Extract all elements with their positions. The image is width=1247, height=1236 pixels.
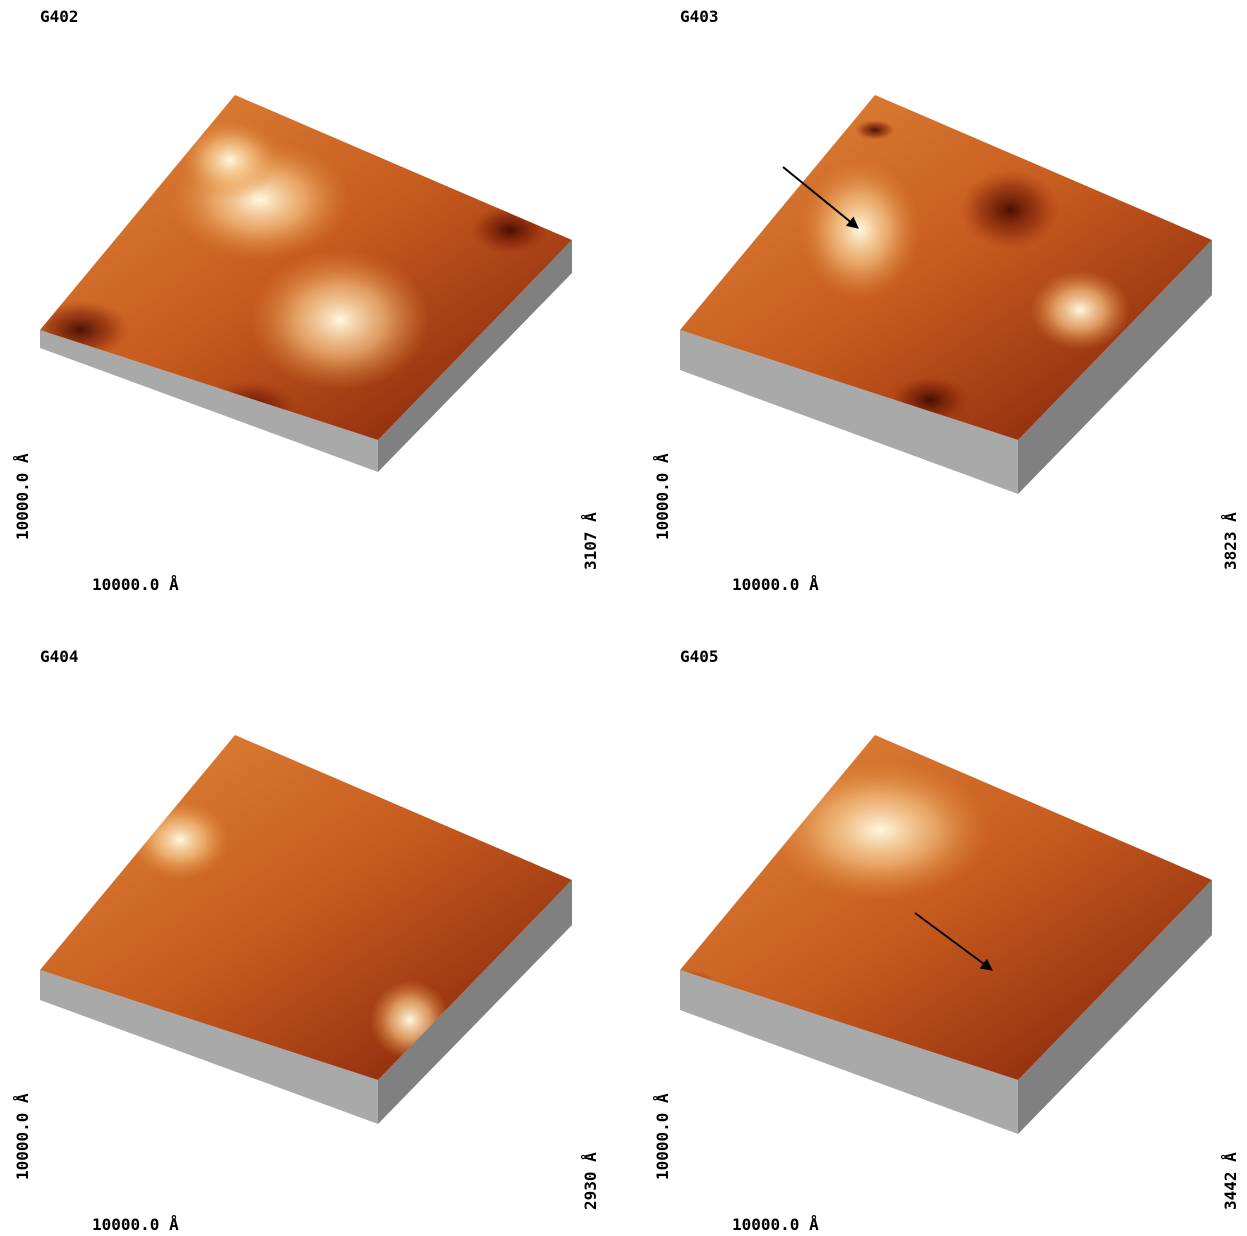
surface-peak [800, 160, 920, 300]
afm-panel: G405 10000.0 Å 10000.0 Å 3442 Å [653, 647, 1240, 1234]
z-axis-label: 3442 Å [1221, 1152, 1240, 1210]
afm-panel: G402 10000.0 Å 10000.0 Å 3107 Å [13, 7, 600, 594]
surface-valley [470, 205, 550, 255]
afm-panel: G403 10000.0 Å 10000.0 Å 3823 Å [653, 7, 1240, 594]
surface-peak [130, 800, 230, 880]
panel-title: G404 [40, 647, 79, 666]
panel-title: G402 [40, 7, 79, 26]
panel-title: G405 [680, 647, 719, 666]
page: {"panels": [ {"title": "G402", "y_label"… [0, 0, 1247, 1236]
y-axis-label: 10000.0 Å [13, 453, 32, 540]
z-axis-label: 3107 Å [581, 512, 600, 570]
y-axis-label: 10000.0 Å [653, 1093, 672, 1180]
x-axis-label: 10000.0 Å [732, 575, 819, 594]
surface-peak [180, 120, 280, 200]
figure: G402 10000.0 Å 10000.0 Å 3107 Å G403 10000.0 … [0, 0, 1247, 1236]
panel-title: G403 [680, 7, 719, 26]
y-axis-label: 10000.0 Å [13, 1093, 32, 1180]
y-axis-label: 10000.0 Å [653, 453, 672, 540]
surface-valley [855, 120, 895, 140]
z-axis-label: 2930 Å [581, 1152, 600, 1210]
x-axis-label: 10000.0 Å [92, 575, 179, 594]
surface-peak [250, 250, 430, 390]
x-axis-label: 10000.0 Å [732, 1215, 819, 1234]
surface-peak [770, 760, 990, 900]
surface-valley [960, 170, 1060, 250]
surface-peak [1120, 770, 1220, 850]
z-axis-label: 3823 Å [1221, 512, 1240, 570]
surface-peak [1030, 270, 1130, 350]
afm-panel: G404 10000.0 Å 10000.0 Å 2930 Å [13, 350, 600, 1234]
x-axis-label: 10000.0 Å [92, 1215, 179, 1234]
